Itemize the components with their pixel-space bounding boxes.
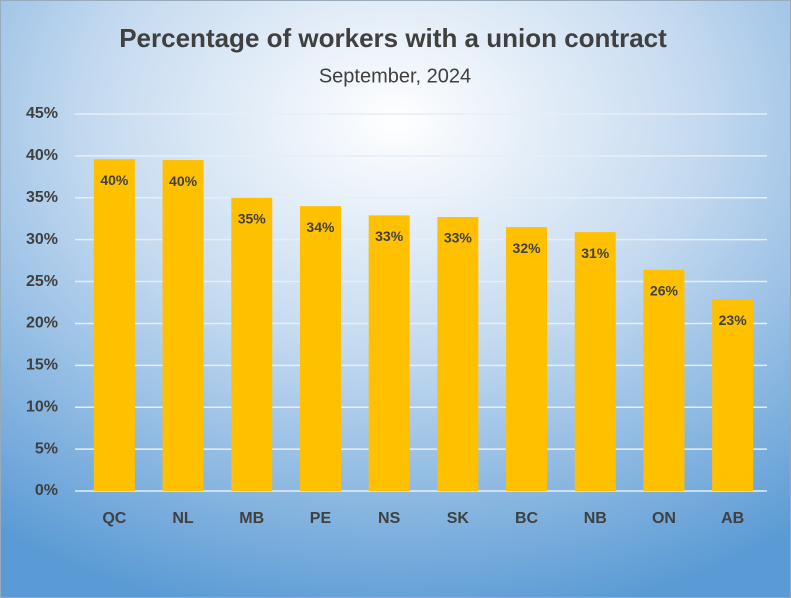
- data-label: 40%: [100, 172, 129, 188]
- y-tick-label: 35%: [26, 189, 58, 206]
- y-tick-label: 30%: [26, 231, 58, 248]
- chart-title: Percentage of workers with a union contr…: [119, 23, 667, 53]
- y-tick-label: 10%: [26, 398, 58, 415]
- bar: [299, 206, 341, 491]
- x-tick-label: MB: [239, 510, 264, 527]
- data-label: 31%: [581, 245, 610, 261]
- y-tick-label: 25%: [26, 273, 58, 290]
- x-tick-label: NS: [378, 510, 401, 527]
- y-tick-label: 0%: [35, 482, 58, 499]
- x-tick-label: QC: [102, 510, 126, 527]
- bar: [162, 160, 204, 492]
- y-tick-label: 5%: [35, 440, 58, 457]
- bar: [643, 269, 685, 491]
- bar: [93, 159, 135, 492]
- bar: [368, 215, 410, 492]
- bar: [712, 299, 754, 491]
- bar: [506, 227, 548, 491]
- bar: [231, 197, 273, 491]
- data-label: 32%: [513, 240, 542, 256]
- data-label: 34%: [306, 219, 335, 235]
- y-tick-label: 40%: [26, 147, 58, 164]
- bar: [574, 232, 616, 492]
- y-tick-label: 15%: [26, 357, 58, 374]
- data-label: 23%: [719, 312, 748, 328]
- data-label: 40%: [169, 173, 198, 189]
- bar: [437, 217, 479, 491]
- x-tick-label: AB: [721, 510, 744, 527]
- x-tick-label: ON: [652, 510, 676, 527]
- x-tick-label: NB: [584, 510, 607, 527]
- y-tick-label: 20%: [26, 315, 58, 332]
- data-label: 33%: [444, 230, 473, 246]
- x-tick-label: PE: [310, 510, 332, 527]
- x-tick-label: SK: [447, 510, 470, 527]
- data-label: 33%: [375, 228, 404, 244]
- chart-subtitle: September, 2024: [319, 65, 471, 87]
- x-tick-label: BC: [515, 510, 539, 527]
- data-label: 35%: [238, 210, 267, 226]
- x-tick-label: NL: [172, 510, 194, 527]
- data-label: 26%: [650, 283, 679, 299]
- y-tick-label: 45%: [26, 105, 58, 122]
